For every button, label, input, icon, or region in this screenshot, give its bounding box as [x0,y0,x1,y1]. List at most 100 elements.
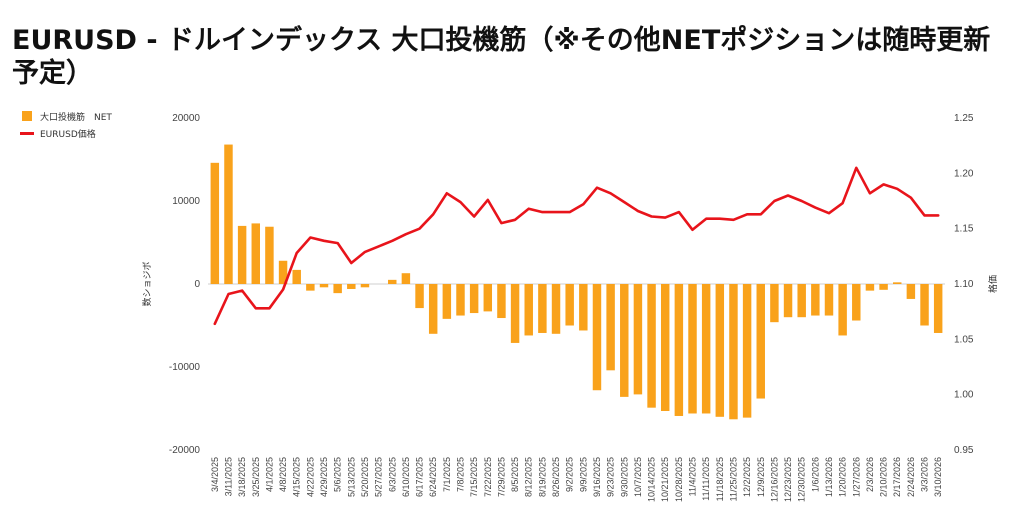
bar [551,284,561,334]
bar [660,284,670,411]
bar [278,260,288,284]
bar [456,284,465,316]
x-axis-tick: 9/2/2025 [565,457,575,492]
left-axis-tick: -20000 [169,445,201,456]
bar [224,144,233,284]
legend-swatch-bar [22,111,32,121]
bar [852,284,861,321]
bar [510,284,520,343]
x-axis-tick: 11/11/2025 [701,457,711,501]
bar [729,284,738,420]
right-axis-tick: 1.00 [954,390,974,401]
legend-swatch-line [20,132,34,135]
right-axis-tick: 0.95 [954,445,974,456]
legend-label-line: EURUSD価格 [40,128,96,140]
x-axis-tick: 9/9/2025 [578,457,588,492]
bar [210,162,220,284]
bar [742,284,752,418]
x-axis-tick: 8/19/2025 [537,457,547,497]
bar [893,282,902,284]
x-axis-tick: 1/20/2026 [838,457,848,497]
right-axis-tick: 1.10 [954,279,974,290]
x-axis-tick: 1/13/2026 [824,457,834,497]
bar [770,284,779,323]
x-axis-tick: 7/8/2025 [455,457,465,492]
chart-title: EURUSD - ドルインデックス 大口投機筋（※その他NETポジションは随時更… [12,25,991,89]
x-axis-tick: 4/8/2025 [278,457,288,492]
bar [715,284,725,417]
price-line [213,166,940,326]
bar [442,284,452,319]
x-axis-tick: 10/7/2025 [633,457,643,497]
x-axis-tick: 3/3/2026 [920,457,930,492]
x-axis-tick: 5/13/2025 [346,457,356,497]
x-axis-tick: 7/1/2025 [442,457,452,492]
bar [633,284,643,395]
x-axis-tick: 4/22/2025 [305,457,315,497]
x-axis-tick: 3/18/2025 [237,457,247,497]
bar [497,284,506,319]
bar [756,284,765,399]
right-axis-title: 格価 [987,275,999,293]
right-axis-tick: 1.20 [954,168,974,179]
bar [237,225,247,284]
x-axis-tick: 2/24/2026 [906,457,916,497]
x-axis-tick: 7/15/2025 [469,457,479,497]
bar [415,284,424,309]
bar [688,284,697,414]
x-axis-tick: 11/18/2025 [715,457,725,501]
bar [933,284,943,333]
x-axis-tick: 11/4/2025 [688,457,698,496]
bar [879,284,888,290]
bar [360,284,370,288]
bar [469,284,479,314]
x-axis-tick: 9/30/2025 [619,457,629,497]
bar [824,284,834,316]
bar [401,273,411,284]
bar [292,269,301,284]
bar [674,284,684,416]
bar [592,284,602,391]
bar [783,284,793,318]
x-axis-tick: 6/17/2025 [415,457,425,497]
x-axis-tick: 2/3/2026 [865,457,875,492]
bar [620,284,629,397]
x-axis-tick: 8/12/2025 [524,457,534,497]
x-axis-tick: 11/25/2025 [728,457,738,501]
x-axis-tick: 4/29/2025 [319,457,329,497]
bar [797,284,806,318]
right-axis-tick: 1.25 [954,113,974,124]
bar [428,284,438,334]
bar [524,284,533,336]
x-axis-tick: 5/20/2025 [360,457,370,497]
left-axis-tick: 10000 [172,196,200,207]
bar [388,279,397,284]
x-axis-tick: 10/14/2025 [647,457,657,502]
bar [906,284,916,299]
bar [333,284,342,294]
bar [347,284,356,289]
bar [319,284,329,288]
bar [538,284,547,333]
right-axis-tick: 1.15 [954,224,974,235]
legend-label-bar: 大口投機筋 NET [40,111,112,123]
x-axis-tick: 2/17/2026 [892,457,902,497]
x-axis-tick: 12/23/2025 [783,457,793,502]
x-axis-tick: 5/27/2025 [374,457,384,497]
x-axis-tick: 2/10/2026 [879,457,889,497]
bar [565,284,574,326]
x-axis-tick: 7/22/2025 [483,457,493,497]
x-axis-tick: 6/24/2025 [428,457,438,497]
right-axis-tick: 1.05 [954,334,974,345]
x-axis-tick: 6/10/2025 [401,457,411,497]
left-axis-title: 数ショジボ [141,261,153,306]
x-axis-tick: 3/10/2026 [933,457,943,497]
bar [251,223,260,284]
bar [865,284,875,291]
x-axis-tick: 4/1/2025 [264,457,274,492]
bar [647,284,656,408]
x-axis-tick: 3/4/2025 [210,457,220,492]
left-axis-tick: 20000 [172,113,200,124]
x-axis-tick: 6/3/2025 [387,457,397,492]
